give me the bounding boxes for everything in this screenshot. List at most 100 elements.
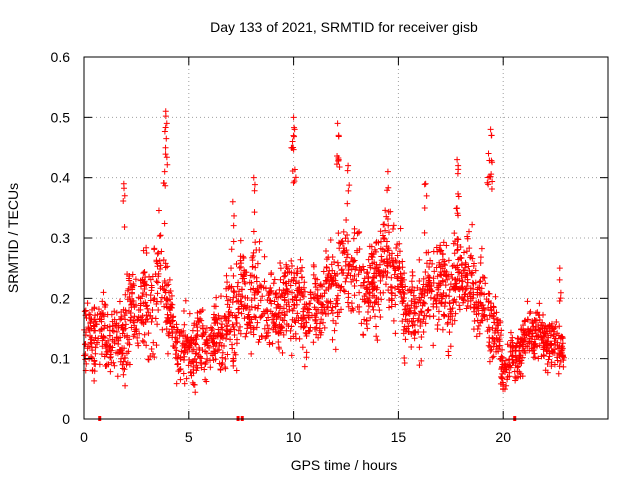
data-point [130,280,137,287]
data-point [418,334,425,341]
data-point [244,321,251,328]
data-point [128,304,135,311]
data-point [377,313,384,320]
data-point [318,304,325,311]
data-point [541,343,548,350]
data-point [106,332,113,339]
data-point [440,311,447,318]
data-point [240,255,247,262]
data-point [400,311,407,318]
data-point [259,293,266,300]
data-point [319,310,326,317]
data-point [152,315,159,322]
data-point [104,348,111,355]
data-point [190,322,197,329]
data-point [329,310,336,317]
data-point [263,330,270,337]
data-point [218,293,225,300]
x-tick-label: 10 [286,429,302,445]
data-point [276,286,283,293]
data-point [257,314,264,321]
data-point [328,282,335,289]
data-point [269,340,276,347]
data-point [498,364,505,371]
data-point [360,279,367,286]
data-point [228,246,235,253]
data-point [189,327,196,334]
data-point [224,279,231,286]
data-point [536,326,543,333]
data-point [474,326,481,333]
data-point [340,287,347,294]
data-point [211,320,218,327]
data-point [282,269,289,276]
data-point [292,330,299,337]
data-point [388,289,395,296]
data-point [426,313,433,320]
data-point [451,250,458,257]
data-point [230,238,237,245]
data-point [329,267,336,274]
data-point [233,367,240,374]
data-point [141,339,148,346]
data-point [325,303,332,310]
data-point [409,284,416,291]
data-point [254,260,261,267]
data-point [224,301,231,308]
data-point [519,347,526,354]
data-point [269,316,276,323]
data-point [476,278,483,285]
data-point [485,342,492,349]
data-point [396,260,403,267]
data-point [101,322,108,329]
data-point [288,352,295,359]
data-point [530,341,537,348]
data-point [527,335,534,342]
data-point [531,350,538,357]
data-point [426,264,433,271]
data-point [463,305,470,312]
data-point [149,306,156,313]
data-point [392,292,399,299]
data-point [397,225,404,232]
data-point [232,351,239,358]
data-point [248,297,255,304]
data-point [248,303,255,310]
data-point [222,317,229,324]
data-point [164,350,171,357]
data-point [433,304,440,311]
data-point [251,289,258,296]
data-point [162,151,169,158]
data-point [370,286,377,293]
data-point [430,279,437,286]
data-point [360,332,367,339]
data-point [214,347,221,354]
data-point [425,249,432,256]
data-point [508,353,515,360]
data-point [193,350,200,357]
data-point [528,345,535,352]
data-point [198,360,205,367]
data-point [277,293,284,300]
data-point [180,307,187,314]
data-point [366,281,373,288]
data-point [161,128,168,135]
data-point [327,237,334,244]
data-point [554,339,561,346]
data-point [538,322,545,329]
data-point [287,335,294,342]
data-point [170,343,177,350]
data-point [329,336,336,343]
data-point [363,318,370,325]
data-point [91,316,98,323]
data-point [280,279,287,286]
data-point [390,222,397,229]
data-point [504,341,511,348]
data-point [435,308,442,315]
data-point [437,291,444,298]
data-point [249,257,256,264]
data-point [454,242,461,249]
data-point [481,274,488,281]
data-point [445,313,452,320]
y-tick-label: 0.4 [51,170,71,186]
